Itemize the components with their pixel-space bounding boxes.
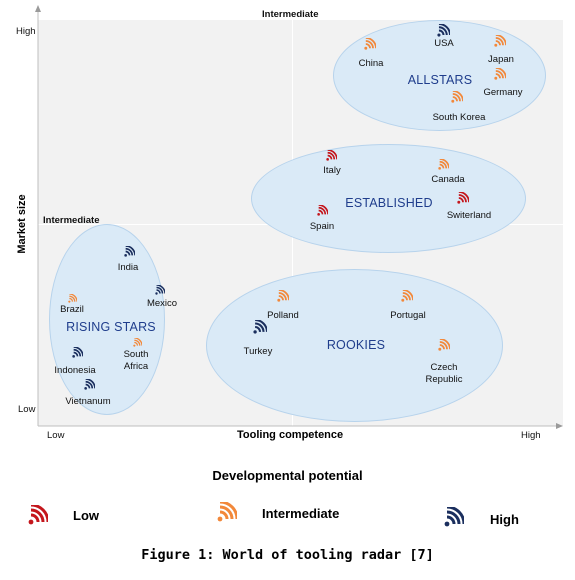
country-label: Spain [309,221,335,232]
signal-waves-icon [401,289,414,307]
country-label: Vietnanum [65,396,111,407]
cluster-label-rookies: ROOKIES [326,338,386,352]
signal-waves-icon [28,503,50,530]
x-axis-title: Tooling competence [237,429,344,441]
country-label: Germany [483,87,523,98]
country-label: South Korea [432,112,486,123]
country-label: Japan [488,54,514,65]
country-label: Czech Republic [425,362,463,385]
legend-label-intermediate: Intermediate [262,506,340,521]
signal-waves-icon [67,290,78,308]
signal-waves-icon [253,318,269,339]
y-high-label: High [16,26,36,37]
rookies-ellipse [206,269,503,422]
signal-waves-icon [316,203,329,221]
signal-waves-icon [494,67,507,85]
country-label: South Africa [123,349,149,372]
signal-waves-icon [277,289,290,307]
signal-waves-icon [217,500,239,527]
legend-title: Developmental potential [212,468,363,483]
signal-waves-icon [132,334,143,352]
legend-label-low: Low [73,508,99,523]
rising-stars-ellipse [49,224,165,415]
signal-waves-icon [155,282,166,300]
country-label: China [358,58,384,69]
signal-waves-icon [437,157,450,175]
country-label: India [117,262,139,273]
cluster-label-rising-stars: RISING STARS [66,320,156,334]
country-label: Turkey [243,346,273,357]
x-low-label: Low [47,430,65,441]
figure-caption: Figure 1: World of tooling radar [7] [141,547,434,563]
country-label: Portugal [390,310,426,321]
y-mid-label: Intermediate [43,215,100,226]
established-ellipse [251,144,526,253]
country-label: Polland [267,310,299,321]
cluster-label-allstars: ALLSTARS [407,73,473,87]
signal-waves-icon [123,244,136,262]
signal-waves-icon [83,377,96,395]
legend-label-high: High [490,512,519,527]
country-label: Italy [323,165,341,176]
y-axis-title: Market size [16,194,28,254]
signal-waves-icon [457,191,470,209]
country-label: USA [434,38,454,49]
signal-waves-icon [494,34,507,52]
country-label: Canada [431,174,465,185]
signal-waves-icon [436,22,451,42]
signal-waves-icon [451,90,464,108]
country-label: Indonesia [54,365,96,376]
signal-waves-icon [444,505,466,532]
country-label: Switerland [446,210,492,221]
country-label: Brazil [60,304,84,315]
signal-waves-icon [364,37,377,55]
country-label: Mexico [146,298,178,309]
y-low-label: Low [18,404,36,415]
x-high-label: High [521,430,541,441]
top-mid-label: Intermediate [262,9,319,20]
signal-waves-icon [438,338,451,356]
cluster-label-established: ESTABLISHED [345,196,433,210]
signal-waves-icon [71,345,84,363]
signal-waves-icon [325,148,338,166]
